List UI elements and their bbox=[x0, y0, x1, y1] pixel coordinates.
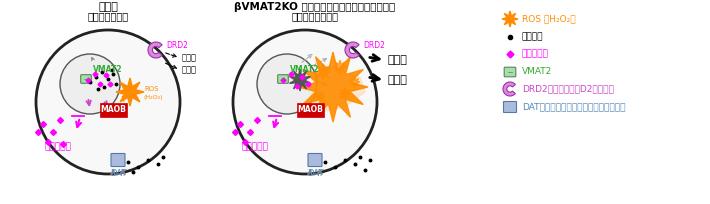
Wedge shape bbox=[503, 82, 515, 96]
Text: 脱分化: 脱分化 bbox=[182, 53, 197, 62]
Text: MAOB: MAOB bbox=[297, 105, 323, 114]
Text: インスリン: インスリン bbox=[45, 143, 72, 152]
Polygon shape bbox=[333, 60, 347, 74]
Text: DAT: DAT bbox=[110, 169, 126, 178]
Text: ドパミン: ドパミン bbox=[522, 32, 543, 41]
Text: 脱分化: 脱分化 bbox=[388, 55, 408, 65]
Text: インスリン: インスリン bbox=[241, 143, 268, 152]
Text: DAT　（ドーパミントランスポーター）: DAT （ドーパミントランスポーター） bbox=[522, 102, 626, 112]
Text: 細胞死: 細胞死 bbox=[388, 75, 408, 85]
FancyBboxPatch shape bbox=[99, 102, 126, 116]
Text: 野生型: 野生型 bbox=[98, 2, 118, 12]
Text: DRD2: DRD2 bbox=[363, 41, 385, 50]
Text: βVMAT2KO あるいはＶＭＡＴ２阻害剤使用時: βVMAT2KO あるいはＶＭＡＴ２阻害剤使用時 bbox=[234, 2, 395, 12]
Circle shape bbox=[257, 54, 317, 114]
Text: VMAT2: VMAT2 bbox=[93, 64, 123, 73]
Text: DRD2: DRD2 bbox=[166, 41, 188, 50]
Polygon shape bbox=[310, 72, 365, 112]
Text: DRD2（ドーパミンD2受容体）: DRD2（ドーパミンD2受容体） bbox=[522, 84, 614, 93]
Polygon shape bbox=[290, 69, 310, 91]
Text: VMAT2: VMAT2 bbox=[522, 68, 552, 76]
Text: DAT: DAT bbox=[307, 169, 323, 178]
Text: (H₂O₂): (H₂O₂) bbox=[144, 94, 163, 100]
Wedge shape bbox=[345, 42, 359, 58]
FancyBboxPatch shape bbox=[81, 75, 92, 83]
Text: MAOB: MAOB bbox=[100, 105, 126, 114]
Circle shape bbox=[36, 30, 180, 174]
FancyBboxPatch shape bbox=[503, 102, 516, 112]
Text: （高血糖時条件）: （高血糖時条件） bbox=[292, 11, 339, 21]
Circle shape bbox=[233, 30, 377, 174]
FancyBboxPatch shape bbox=[297, 102, 324, 116]
FancyBboxPatch shape bbox=[278, 75, 288, 83]
Wedge shape bbox=[148, 42, 162, 58]
FancyBboxPatch shape bbox=[308, 153, 322, 166]
Text: （高血糖条件）: （高血糖条件） bbox=[87, 11, 129, 21]
Polygon shape bbox=[502, 11, 518, 27]
Text: インスリン: インスリン bbox=[522, 50, 549, 59]
Polygon shape bbox=[298, 52, 368, 122]
Text: 細胞死: 細胞死 bbox=[182, 65, 197, 74]
Text: ROS （H₂O₂）: ROS （H₂O₂） bbox=[522, 14, 576, 23]
Polygon shape bbox=[315, 92, 325, 102]
Polygon shape bbox=[116, 78, 144, 106]
FancyBboxPatch shape bbox=[111, 153, 125, 166]
FancyBboxPatch shape bbox=[504, 67, 515, 77]
Polygon shape bbox=[350, 77, 360, 87]
Polygon shape bbox=[315, 64, 331, 80]
Circle shape bbox=[60, 54, 120, 114]
Text: VMAT2: VMAT2 bbox=[290, 64, 320, 73]
Text: ROS: ROS bbox=[144, 86, 158, 92]
Polygon shape bbox=[339, 88, 351, 100]
